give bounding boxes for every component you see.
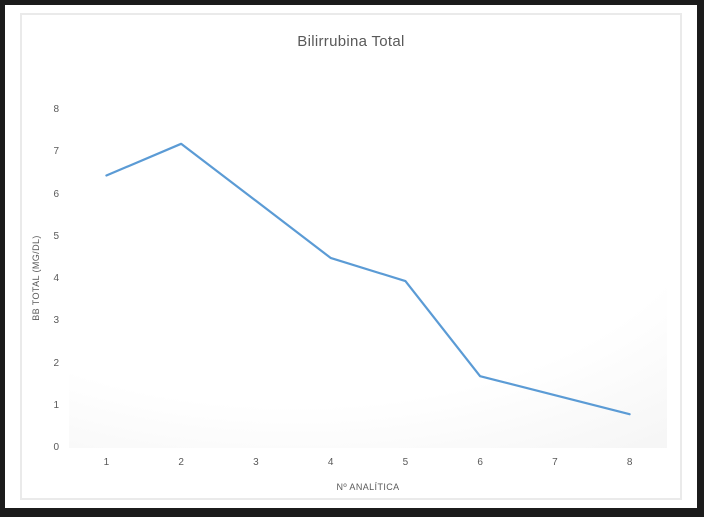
y-tick-label: 7 <box>53 146 59 158</box>
y-tick-label: 1 <box>53 399 59 411</box>
x-tick-label: 5 <box>402 457 409 468</box>
y-tick-label: 0 <box>53 442 59 453</box>
x-tick-label: 7 <box>552 457 558 468</box>
x-tick-label: 4 <box>327 457 334 468</box>
x-tick-label: 6 <box>477 457 483 468</box>
y-tick-label: 6 <box>53 188 59 200</box>
chart-title: Bilirrubina Total <box>297 33 405 50</box>
bilirubin-line <box>105 142 631 416</box>
x-tick-label: 2 <box>178 457 184 468</box>
x-tick-label: 3 <box>253 457 259 468</box>
y-tick-label: 3 <box>53 315 59 327</box>
x-axis-title: Nº ANALÍTICA <box>336 482 400 492</box>
x-tick-label: 8 <box>626 457 633 468</box>
y-tick-label: 5 <box>53 230 59 242</box>
line-chart-canvas <box>105 142 631 416</box>
y-tick-label: 4 <box>53 273 59 284</box>
y-tick-label: 8 <box>53 104 59 115</box>
y-tick-label: 2 <box>53 357 59 369</box>
x-tick-label: 1 <box>103 457 110 468</box>
plot-area <box>69 110 667 448</box>
